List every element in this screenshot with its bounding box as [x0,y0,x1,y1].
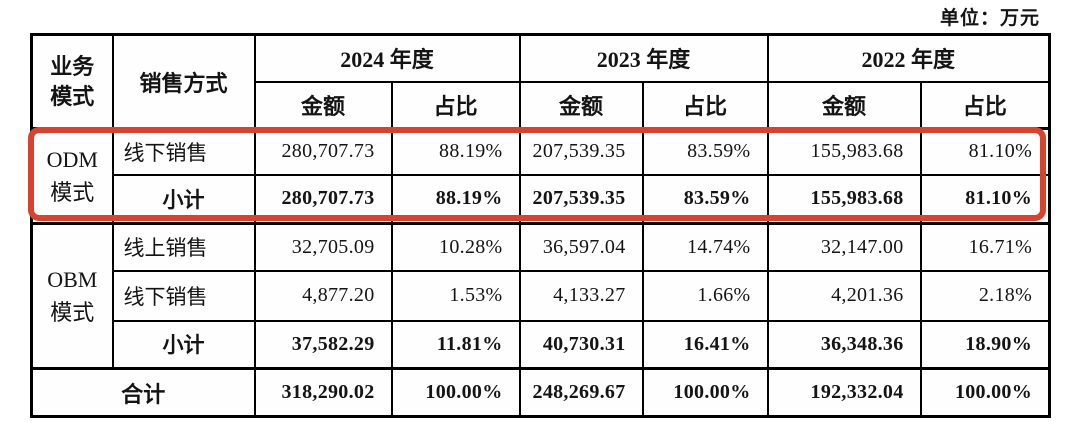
header-year-2022: 2022 年度 [766,33,1051,83]
table-row-obm-offline: 线下销售 4,877.20 1.53% 4,133.27 1.66% 4,201… [32,269,1051,322]
value-cell: 16.71% [919,222,1051,272]
header-sales-method: 销售方式 [111,33,256,130]
header-amount-2024: 金额 [253,80,393,130]
table-row-odm-subtotal: 小计 280,707.73 88.19% 207,539.35 83.59% 1… [32,173,1051,225]
value-cell: 37,582.29 [253,319,393,370]
header-amount-2023: 金额 [518,80,644,130]
value-cell: 4,201.36 [766,269,922,322]
sales-breakdown-table: 业务 模式 销售方式 2024 年度 2023 年度 2022 年度 金额 占比… [30,33,1052,418]
mode-cell-obm: OBM 模式 [30,222,114,370]
header-year-2023: 2023 年度 [518,33,769,83]
header-share-2023: 占比 [641,80,769,130]
value-cell: 4,877.20 [253,269,393,322]
method-cell-subtotal: 小计 [111,173,256,225]
value-cell: 100.00% [641,367,769,418]
method-cell-subtotal: 小计 [111,319,256,370]
value-cell: 32,705.09 [253,222,393,272]
value-cell: 81.10% [919,173,1051,225]
unit-label: 单位：万元 [939,8,1040,29]
method-cell: 线上销售 [111,222,256,272]
method-cell: 线下销售 [111,127,256,176]
value-cell: 11.81% [390,319,521,370]
value-cell: 36,348.36 [766,319,922,370]
value-cell: 1.53% [390,269,521,322]
value-cell: 10.28% [390,222,521,272]
value-cell: 155,983.68 [766,127,922,176]
header-amount-2022: 金额 [766,80,922,130]
value-cell: 100.00% [390,367,521,418]
method-cell: 线下销售 [111,269,256,322]
value-cell: 88.19% [390,127,521,176]
value-cell: 155,983.68 [766,173,922,225]
value-cell: 14.74% [641,222,769,272]
value-cell: 32,147.00 [766,222,922,272]
value-cell: 4,133.27 [518,269,644,322]
value-cell: 18.90% [919,319,1051,370]
table-row-obm-subtotal: 小计 37,582.29 11.81% 40,730.31 16.41% 36,… [32,319,1051,370]
value-cell: 83.59% [641,127,769,176]
value-cell: 1.66% [641,269,769,322]
value-cell: 2.18% [919,269,1051,322]
value-cell: 88.19% [390,173,521,225]
value-cell: 100.00% [919,367,1051,418]
value-cell: 40,730.31 [518,319,644,370]
header-share-2022: 占比 [919,80,1051,130]
value-cell: 318,290.02 [253,367,393,418]
value-cell: 280,707.73 [253,127,393,176]
header-year-2024: 2024 年度 [253,33,521,83]
table-row-obm-online: OBM 模式 线上销售 32,705.09 10.28% 36,597.04 1… [30,222,1051,370]
value-cell: 36,597.04 [518,222,644,272]
value-cell: 280,707.73 [253,173,393,225]
mode-cell-odm: ODM 模式 [30,127,114,225]
header-business-mode: 业务 模式 [30,33,114,130]
value-cell: 16.41% [641,319,769,370]
table-row-total: 合计 318,290.02 100.00% 248,269.67 100.00%… [30,367,1051,418]
table-row-odm-offline: ODM 模式 线下销售 280,707.73 88.19% 207,539.35… [30,127,1051,225]
value-cell: 207,539.35 [518,127,644,176]
header-share-2024: 占比 [390,80,521,130]
header-row-years: 业务 模式 销售方式 2024 年度 2023 年度 2022 年度 [30,33,1051,130]
total-label: 合计 [30,367,256,418]
value-cell: 192,332.04 [766,367,922,418]
value-cell: 81.10% [919,127,1051,176]
value-cell: 83.59% [641,173,769,225]
value-cell: 248,269.67 [518,367,644,418]
value-cell: 207,539.35 [518,173,644,225]
